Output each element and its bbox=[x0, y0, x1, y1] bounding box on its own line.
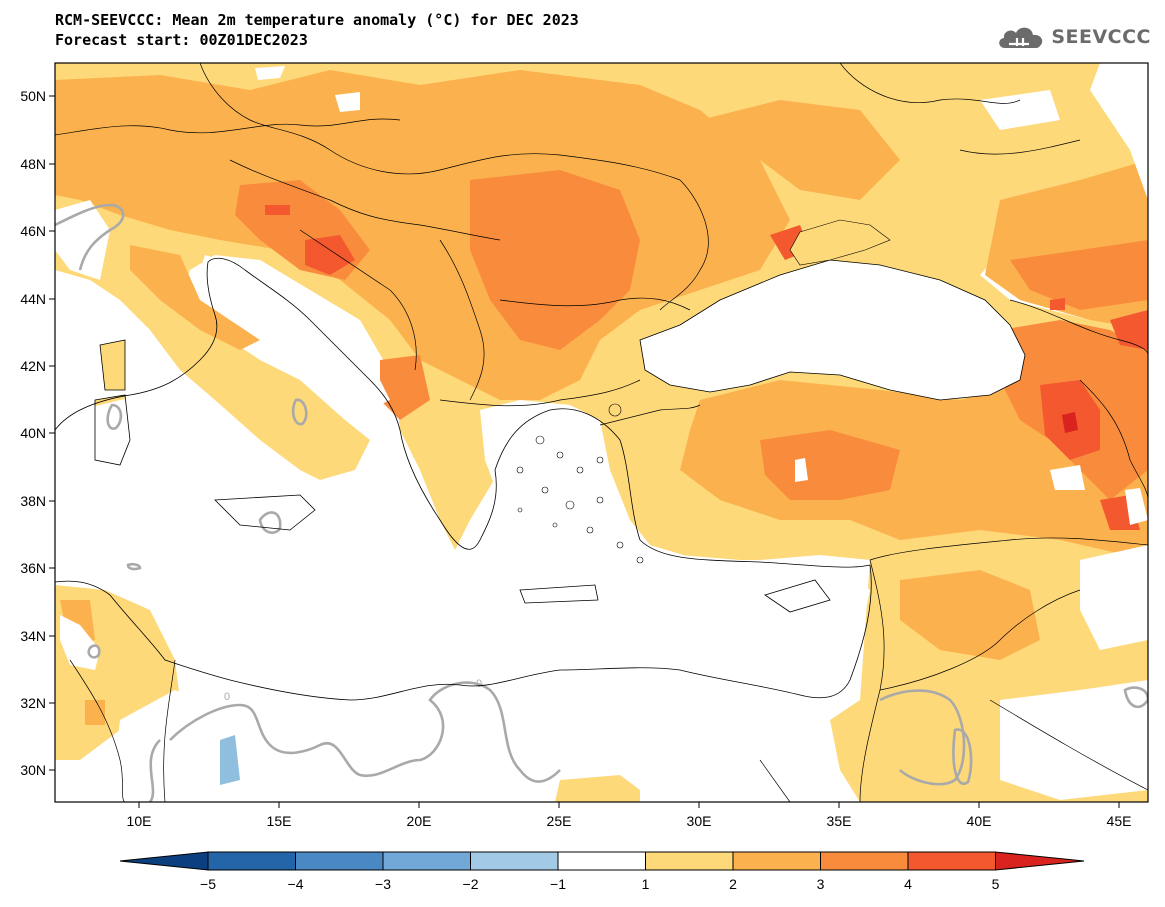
lat-tick-label: 38N bbox=[20, 493, 46, 509]
lon-tick-label: 10E bbox=[127, 813, 152, 829]
colorbar-segment bbox=[557, 851, 646, 871]
anomaly-band-above-5 bbox=[1062, 412, 1078, 433]
lon-tick-label: 40E bbox=[967, 813, 992, 829]
lon-tick-marks bbox=[138, 802, 1120, 808]
contour-label: 0 bbox=[476, 678, 482, 690]
lat-tick-label: 44N bbox=[20, 291, 46, 307]
lon-tick-label: 35E bbox=[827, 813, 852, 829]
lon-tick-label: 30E bbox=[687, 813, 712, 829]
colorbar-label: −4 bbox=[288, 876, 304, 892]
colorbar-segment bbox=[207, 851, 296, 871]
lat-tick-label: 30N bbox=[20, 762, 46, 778]
colorbar-segment bbox=[382, 851, 471, 871]
lat-tick-label: 36N bbox=[20, 560, 46, 576]
colorbar-segment bbox=[295, 851, 384, 871]
colorbar-arrow-high bbox=[995, 851, 1085, 871]
country-borders bbox=[55, 63, 1148, 802]
colorbar-label: 2 bbox=[729, 876, 737, 892]
contour-label-2: 0 bbox=[224, 691, 230, 703]
caspian-region bbox=[1090, 63, 1148, 200]
lat-tick-label: 50N bbox=[20, 88, 46, 104]
lat-tick-label: 32N bbox=[20, 695, 46, 711]
lon-tick-label: 45E bbox=[1107, 813, 1132, 829]
lat-tick-label: 42N bbox=[20, 358, 46, 374]
colorbar-label: −3 bbox=[375, 876, 391, 892]
zero-contours bbox=[55, 203, 1148, 802]
lon-tick-label: 15E bbox=[267, 813, 292, 829]
colorbar-segment bbox=[907, 851, 996, 871]
colorbar: −5 −4 −3 −2 −1 1 2 3 4 5 bbox=[119, 851, 1085, 892]
seevccc-logo: SEEVCCC bbox=[995, 22, 1151, 52]
aegean-sea bbox=[480, 400, 640, 575]
lat-tick-marks bbox=[49, 95, 55, 771]
map-title: RCM-SEEVCCC: Mean 2m temperature anomaly… bbox=[55, 11, 579, 29]
lon-tick-label: 20E bbox=[407, 813, 432, 829]
colorbar-label: −2 bbox=[463, 876, 479, 892]
lon-tick-label: 25E bbox=[547, 813, 572, 829]
lat-tick-label: 40N bbox=[20, 425, 46, 441]
colorbar-label: 4 bbox=[904, 876, 912, 892]
colorbar-label: 3 bbox=[817, 876, 825, 892]
colorbar-label: −1 bbox=[550, 876, 566, 892]
adriatic-sea bbox=[200, 255, 390, 410]
map-subtitle: Forecast start: 00Z01DEC2023 bbox=[55, 31, 308, 49]
black-sea bbox=[639, 259, 1026, 401]
colorbar-segment bbox=[732, 851, 821, 871]
crimea bbox=[789, 219, 891, 266]
lat-tick-labels: 50N 48N 46N 44N 42N 40N 38N 36N 34N 32N … bbox=[20, 88, 46, 778]
mediterranean-sea bbox=[55, 395, 870, 700]
lat-tick-label: 34N bbox=[20, 628, 46, 644]
aegean-islands bbox=[516, 403, 644, 564]
colorbar-label: 5 bbox=[992, 876, 1000, 892]
near-zero-patches bbox=[55, 66, 1148, 802]
lon-tick-labels: 10E 15E 20E 25E 30E 35E 40E 45E bbox=[127, 813, 1132, 829]
colorbar-segment bbox=[470, 851, 559, 871]
coastlines bbox=[55, 257, 872, 701]
title-block: RCM-SEEVCCC: Mean 2m temperature anomaly… bbox=[55, 10, 579, 50]
colorbar-segment bbox=[820, 851, 909, 871]
lat-tick-label: 48N bbox=[20, 156, 46, 172]
lat-tick-label: 46N bbox=[20, 223, 46, 239]
colorbar-label: −5 bbox=[200, 876, 216, 892]
cloud-icon bbox=[999, 27, 1043, 48]
colorbar-segment bbox=[645, 851, 734, 871]
colorbar-arrow-low bbox=[119, 851, 209, 871]
colorbar-label: 1 bbox=[642, 876, 650, 892]
map-plot-area: 0 0 bbox=[55, 63, 1148, 802]
logo-text: SEEVCCC bbox=[1051, 26, 1151, 48]
